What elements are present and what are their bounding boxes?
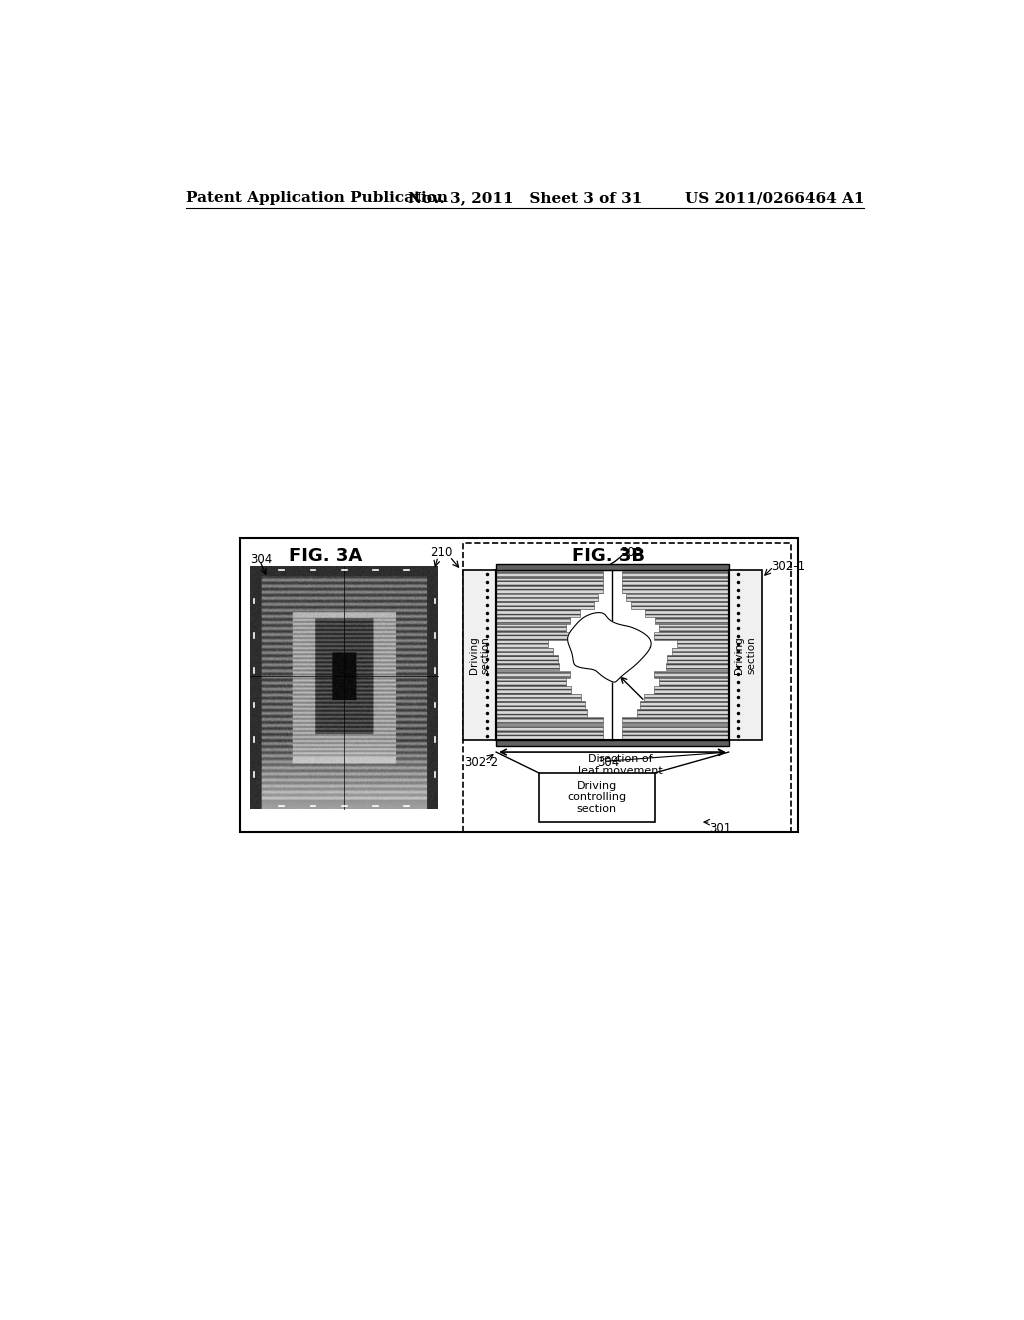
Bar	[496, 640, 548, 647]
Text: FIG. 3B: FIG. 3B	[572, 548, 645, 565]
Bar	[496, 594, 598, 601]
Bar	[496, 624, 566, 632]
Bar	[496, 570, 603, 578]
Bar	[539, 774, 655, 822]
Bar	[631, 602, 729, 609]
Bar	[644, 694, 729, 701]
Text: Driving
section: Driving section	[469, 636, 490, 675]
Bar	[622, 725, 729, 733]
Bar	[677, 640, 729, 647]
Text: Driving
controlling
section: Driving controlling section	[567, 781, 627, 814]
Bar	[672, 648, 729, 655]
Text: FIG. 3A: FIG. 3A	[289, 548, 362, 565]
Bar	[463, 570, 496, 739]
Bar	[496, 570, 729, 739]
Bar	[496, 655, 558, 663]
Bar	[640, 701, 729, 709]
Bar	[463, 544, 791, 832]
Bar	[622, 717, 729, 725]
Bar	[496, 678, 565, 686]
Text: Direction of
leaf movement: Direction of leaf movement	[578, 755, 663, 776]
Polygon shape	[567, 612, 651, 682]
Bar	[496, 564, 729, 570]
Bar	[241, 539, 799, 832]
Bar	[622, 578, 729, 586]
Bar	[496, 632, 570, 640]
Bar	[496, 648, 553, 655]
Text: 302-2: 302-2	[464, 756, 499, 770]
Text: 304: 304	[597, 756, 620, 770]
Bar	[496, 663, 559, 671]
Bar	[666, 663, 729, 671]
Bar	[496, 725, 603, 733]
Bar	[659, 678, 729, 686]
Bar	[496, 616, 570, 624]
Bar	[654, 686, 729, 693]
Bar	[496, 586, 603, 594]
Bar	[496, 709, 588, 717]
Bar	[496, 602, 594, 609]
Text: 304: 304	[250, 553, 272, 566]
Bar	[496, 578, 603, 586]
Bar	[496, 570, 729, 739]
Text: US 2011/0266464 A1: US 2011/0266464 A1	[685, 191, 864, 206]
Bar	[622, 570, 729, 578]
Bar	[496, 671, 570, 678]
Bar	[622, 586, 729, 594]
Bar	[627, 594, 729, 601]
Text: 210: 210	[430, 546, 453, 560]
Text: 302-1: 302-1	[771, 561, 805, 573]
Text: Driving
section: Driving section	[734, 636, 756, 675]
Bar	[654, 616, 729, 624]
Text: Patent Application Publication: Patent Application Publication	[186, 191, 449, 206]
Bar	[496, 739, 729, 746]
Bar	[496, 686, 570, 693]
Bar	[668, 655, 729, 663]
Text: 303: 303	[621, 546, 642, 560]
Bar	[645, 609, 729, 616]
Bar	[496, 609, 580, 616]
Bar	[654, 671, 729, 678]
Text: Nov. 3, 2011   Sheet 3 of 31: Nov. 3, 2011 Sheet 3 of 31	[408, 191, 642, 206]
Bar	[658, 624, 729, 632]
Bar	[496, 694, 581, 701]
Bar	[496, 733, 603, 739]
Bar	[654, 632, 729, 640]
Bar	[729, 570, 762, 739]
Text: 301: 301	[710, 822, 731, 836]
Bar	[637, 709, 729, 717]
Bar	[496, 701, 585, 709]
Bar	[496, 717, 603, 725]
Bar	[622, 733, 729, 739]
